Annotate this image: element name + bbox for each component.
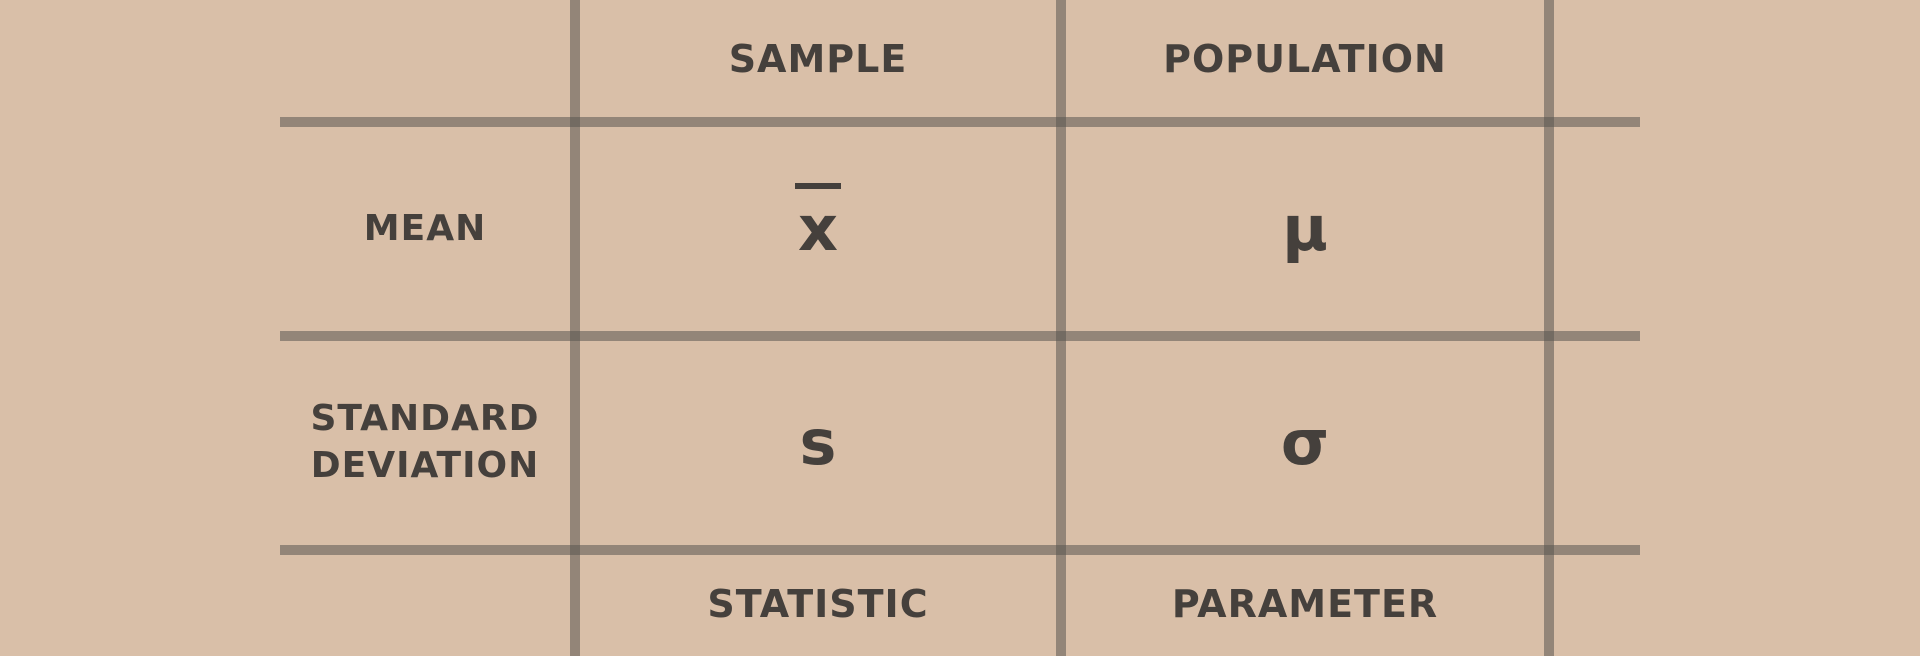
column-header-population: POPULATION <box>1163 37 1447 82</box>
footer-label-statistic: STATISTIC <box>707 582 929 627</box>
population-sd-symbol: σ <box>1280 405 1330 479</box>
grid-line-horizontal <box>280 331 1640 341</box>
x-bar-letter: x <box>798 191 838 265</box>
sample-sd-symbol: s <box>799 405 837 479</box>
row-label-line: DEVIATION <box>310 445 540 486</box>
column-header-sample: SAMPLE <box>728 37 908 82</box>
overline <box>795 182 841 189</box>
population-mean-symbol: μ <box>1282 191 1328 265</box>
grid-line-vertical <box>1544 0 1554 656</box>
sample-mean-symbol: x <box>580 127 1056 331</box>
grid-line-vertical <box>1056 0 1066 656</box>
row-label-line: STANDARD <box>310 398 540 440</box>
row-label-standard-deviation: STANDARD DEVIATION <box>280 341 570 545</box>
row-label-mean: MEAN <box>363 207 487 249</box>
grid-line-vertical <box>570 0 580 656</box>
x-bar-symbol: x <box>795 182 841 270</box>
grid-line-horizontal <box>280 545 1640 555</box>
footer-label-parameter: PARAMETER <box>1171 582 1439 627</box>
grid-line-horizontal <box>280 117 1640 127</box>
